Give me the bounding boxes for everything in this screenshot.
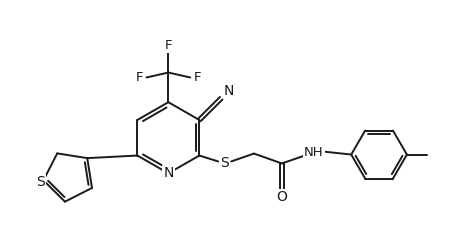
Text: S: S	[36, 175, 45, 189]
Text: N: N	[224, 84, 234, 98]
Text: N: N	[163, 166, 173, 180]
Text: F: F	[165, 39, 172, 52]
Text: F: F	[193, 71, 201, 84]
Text: F: F	[136, 71, 143, 84]
Text: S: S	[220, 157, 228, 170]
Text: O: O	[276, 190, 287, 204]
Text: NH: NH	[304, 146, 323, 159]
